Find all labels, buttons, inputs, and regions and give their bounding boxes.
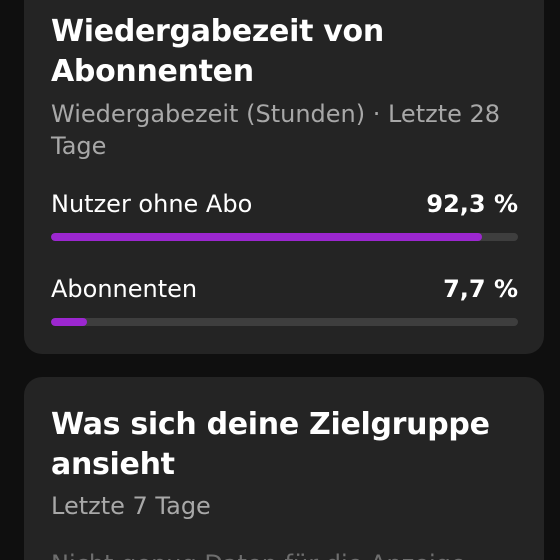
card-title: Wiedergabezeit von Abonnenten: [51, 14, 384, 89]
no-data-notice: Nicht genug Daten für die Anzeige: [51, 548, 531, 560]
card-subtitle: Wiedergabezeit (Stunden) · Letzte 28 Tag…: [51, 100, 501, 160]
progress-bar-subscribers: [51, 318, 518, 326]
metric-row-subscribers: Abonnenten 7,7 %: [51, 273, 518, 305]
metric-value: 92,3 %: [426, 190, 518, 218]
metric-row-non-subscribers: Nutzer ohne Abo 92,3 %: [51, 188, 518, 220]
metric-value: 7,7 %: [443, 275, 518, 303]
progress-bar-non-subscribers: [51, 233, 518, 241]
watchtime-subscribers-card: Wiedergabezeit von Abonnenten Wiedergabe…: [24, 0, 544, 354]
progress-fill: [51, 233, 483, 241]
card-subtitle: Letzte 7 Tage: [51, 492, 211, 520]
card-title: Was sich deine Zielgruppe ansieht: [51, 407, 490, 482]
metric-label: Nutzer ohne Abo: [51, 190, 253, 218]
audience-watching-card: Was sich deine Zielgruppe ansieht Letzte…: [24, 377, 544, 560]
progress-fill: [51, 318, 87, 326]
metric-label: Abonnenten: [51, 275, 198, 303]
